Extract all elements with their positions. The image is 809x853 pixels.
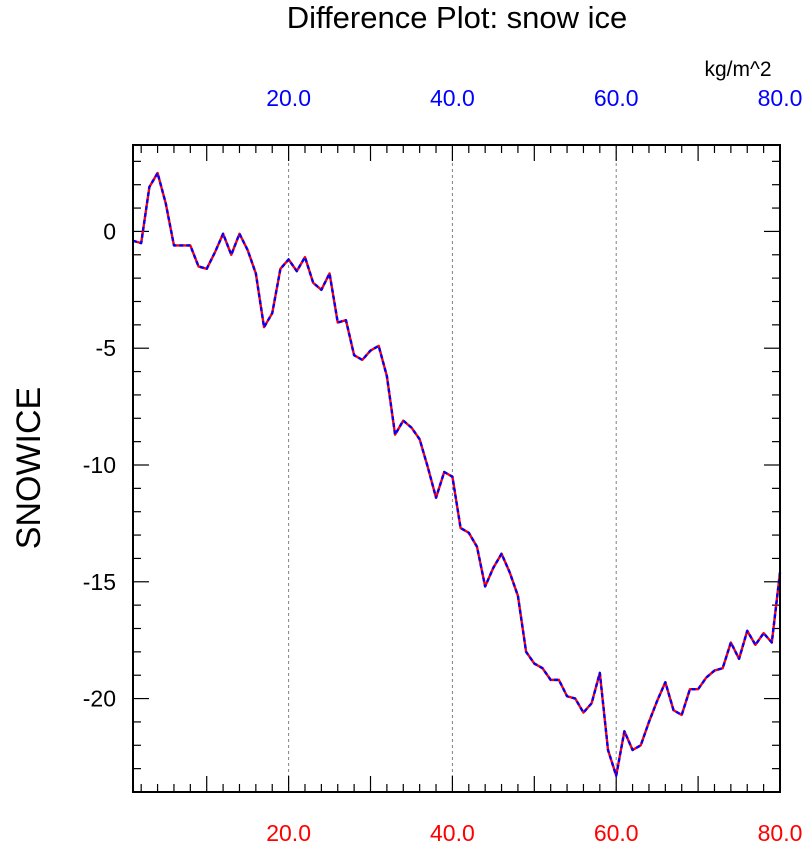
y-tick-label: -10: [83, 452, 116, 478]
y-axis-label: SNOWICE: [10, 387, 48, 549]
tick-labels: 20.0 20.0 40.0 40.0 60.0 60.0 80.0 80.0 0 -5 -10 -1…: [83, 85, 803, 846]
series-line-blue: [132, 171, 782, 777]
y-tick-label: -5: [96, 335, 116, 361]
x-tick-label-bottom: 60.0: [594, 820, 639, 846]
x-tick-label-top: 20.0: [266, 85, 311, 111]
x-tick-label-bottom: 80.0: [758, 820, 803, 846]
y-tick-label: -20: [83, 686, 116, 712]
x-tick-label-top: 80.0: [758, 85, 803, 111]
y-tick-label: -15: [83, 569, 116, 595]
data-points: [132, 172, 781, 777]
x-tick-label-top: 40.0: [430, 85, 475, 111]
chart-title: Difference Plot: snow ice: [287, 0, 628, 35]
units-label: kg/m^2: [704, 58, 771, 81]
series-lines: [132, 171, 782, 777]
y-tick-label: 0: [103, 218, 116, 244]
series-line-red: [132, 171, 782, 777]
x-tick-label-bottom: 40.0: [430, 820, 475, 846]
plot-frame: [132, 144, 781, 793]
x-tick-label-top: 60.0: [594, 85, 639, 111]
x-tick-label-bottom: 20.0: [266, 820, 311, 846]
axis-ticks: [133, 145, 781, 792]
